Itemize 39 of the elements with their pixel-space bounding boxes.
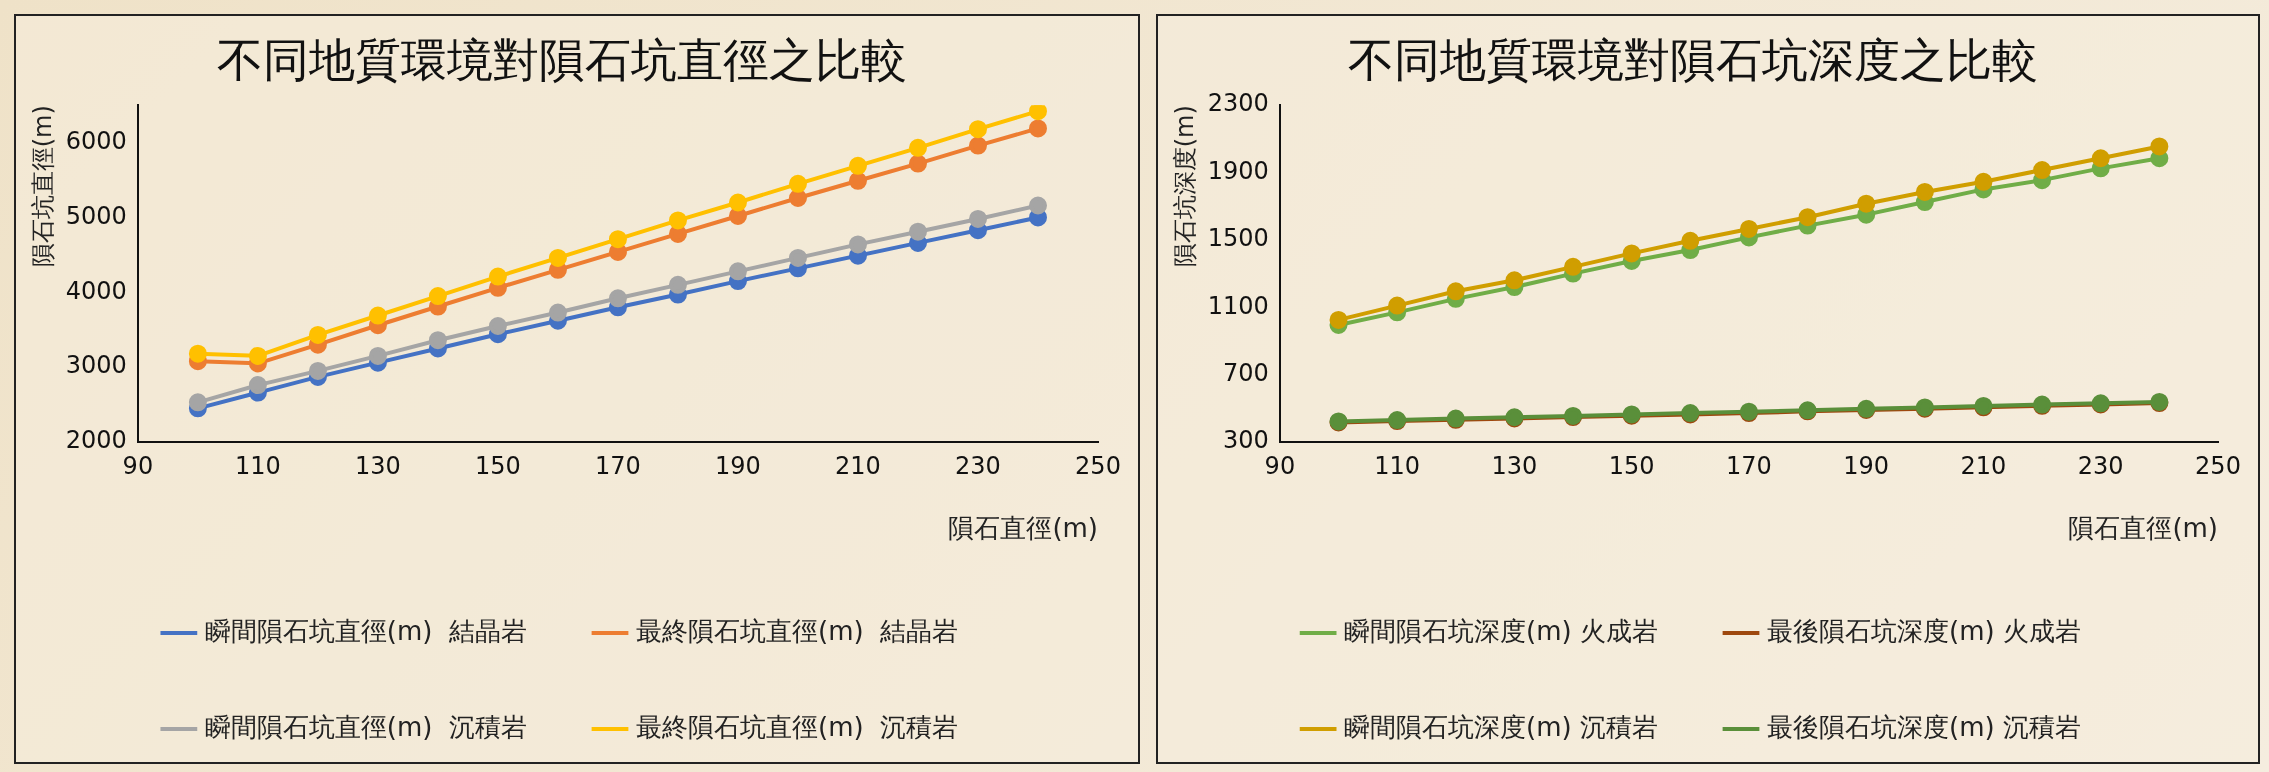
x-tick-label: 170 [1726,451,1772,480]
x-tick-label: 230 [2077,451,2124,480]
legend-label: 最後隕石坑深度(m) 沉積岩 [1767,711,2081,742]
y-axis-title: 隕石坑直徑(m) [28,105,57,268]
x-tick-label: 230 [955,451,1001,480]
y-tick-label: 5000 [65,201,127,230]
y-tick-label: 1500 [1207,224,1269,253]
x-tick-label: 130 [355,451,401,480]
x-tick-label: 130 [1491,451,1538,480]
x-tick-label: 110 [1374,451,1421,480]
y-tick-label: 6000 [65,126,127,155]
y-tick-label: 700 [1223,358,1269,387]
x-tick-label: 170 [595,451,641,480]
x-tick-label: 150 [1608,451,1655,480]
x-tick-label: 250 [1075,451,1121,480]
x-tick-label: 210 [1960,451,2007,480]
y-tick-label: 1900 [1207,156,1269,185]
legend-label: 瞬間隕石坑直徑(m) 結晶岩 [204,615,528,646]
y-tick-label: 4000 [65,276,127,305]
x-tick-label: 190 [1843,451,1890,480]
x-tick-label: 150 [475,451,521,480]
x-tick-label: 250 [2195,451,2241,480]
y-tick-label: 3000 [65,351,127,380]
x-axis-title: 隕石直徑(m) [2068,513,2218,544]
x-axis-title: 隕石直徑(m) [948,513,1098,544]
chart-title: 不同地質環境對隕石坑深度之比較 [1348,32,2038,87]
legend-label: 最終隕石坑直徑(m) 結晶岩 [636,615,959,646]
legend-label: 最後隕石坑深度(m) 火成岩 [1767,615,2081,646]
x-tick-label: 210 [835,451,881,480]
legend-label: 瞬間隕石坑深度(m) 火成岩 [1344,615,1659,646]
legend-label: 瞬間隕石坑深度(m) 沉積岩 [1344,711,1659,742]
y-axis-title: 隕石坑深度(m) [1170,105,1199,268]
legend-label: 最終隕石坑直徑(m) 沉積岩 [636,711,959,742]
y-tick-label: 2300 [1207,89,1269,118]
x-tick-label: 190 [715,451,761,480]
chart-title: 不同地質環境對隕石坑直徑之比較 [217,32,907,87]
legend-label: 瞬間隕石坑直徑(m) 沉積岩 [204,711,528,742]
x-tick-label: 110 [234,451,281,480]
y-tick-label: 1100 [1207,291,1269,320]
